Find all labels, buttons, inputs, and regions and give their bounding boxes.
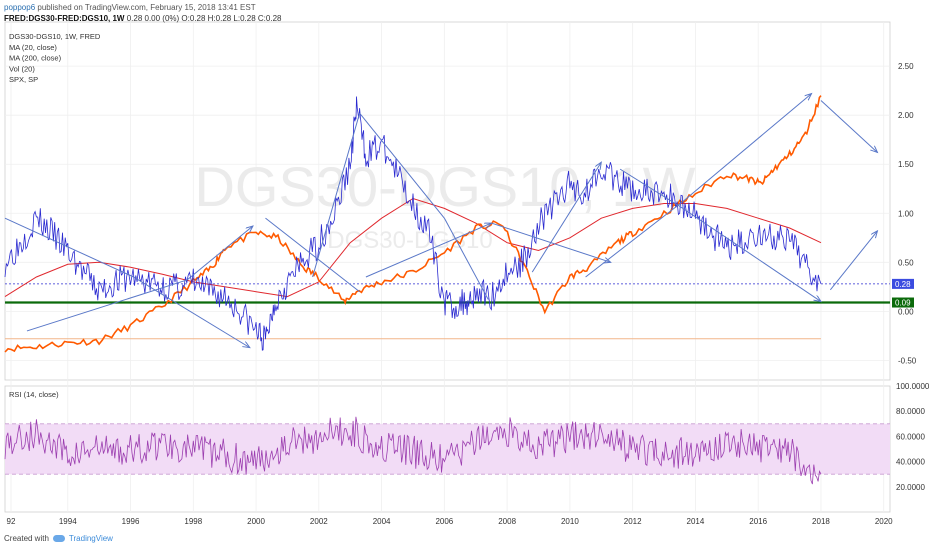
price-label-box [892, 297, 914, 308]
legend: DGS30-DGS10, 1W, FRED MA (20, close) MA (2… [9, 32, 101, 399]
x-tick-label: 2016 [749, 517, 767, 526]
x-tick-label: 2006 [435, 517, 453, 526]
trend-arrow [4, 217, 134, 278]
trend-arrow [365, 223, 492, 278]
spx-line [4, 95, 822, 353]
symbol-label[interactable]: FRED:DGS30-FRED:DGS10, 1W [4, 14, 125, 23]
price-label-text: 0.28 [895, 280, 911, 289]
trend-arrow [312, 113, 361, 278]
trend-arrow [531, 162, 601, 273]
x-tick-label: 2008 [498, 517, 516, 526]
x-tick-label: 2014 [687, 517, 705, 526]
author-link[interactable]: poppop6 [4, 3, 36, 12]
legend-entry: SPX, SP [9, 75, 38, 84]
rsi-band [5, 423, 890, 475]
rsi-y-tick-label: 80.0000 [896, 407, 925, 416]
legend-entry: MA (200, close) [9, 54, 62, 63]
trend-arrow [829, 231, 877, 291]
x-tick-label: 2002 [310, 517, 328, 526]
main-pane-frame [4, 21, 891, 381]
y-tick-label: 2.50 [898, 62, 914, 71]
y-tick-label: 2.00 [898, 111, 914, 120]
y-tick-label: -0.50 [898, 356, 917, 365]
ohlc-values: 0.28 0.00 (0%) O:0.28 H:0.28 L:0.28 C:0.… [126, 14, 282, 23]
legend-entry: MA (20, close) [9, 43, 57, 52]
trend-arrow [682, 94, 812, 202]
trend-arrow [265, 217, 360, 293]
rsi-line [4, 416, 822, 485]
x-tick-label: 1996 [122, 517, 140, 526]
watermark-main: DGS30-DGS10, 1W [194, 155, 695, 218]
x-tick-label: 2018 [812, 517, 830, 526]
watermark-sub: DGS30-DGS10 [327, 227, 492, 254]
header: poppop6 published on TradingView.com, Fe… [4, 2, 281, 24]
tradingview-cloud-icon [52, 535, 65, 542]
price-label-box [892, 278, 914, 289]
trend-arrow [820, 100, 877, 152]
x-tick-label: 2020 [875, 517, 893, 526]
tradingview-logo-text[interactable]: TradingView [68, 534, 113, 543]
trend-arrows [4, 94, 877, 348]
y-tick-label: 1.50 [898, 160, 914, 169]
trend-arrow [619, 168, 684, 209]
trend-arrow [682, 207, 821, 301]
x-tick-label: 2010 [561, 517, 579, 526]
price-label-text: 0.09 [895, 299, 911, 308]
trend-arrow [133, 276, 250, 348]
price-levels [5, 283, 890, 340]
dgs-spread-line [4, 96, 822, 351]
rsi-y-tick-label: 20.0000 [896, 483, 925, 492]
x-tick-label: 1998 [184, 517, 202, 526]
y-tick-label: 1.00 [898, 209, 914, 218]
rsi-band-fill [5, 423, 890, 475]
watermark: DGS30-DGS10, 1W DGS30-DGS10 [194, 155, 695, 254]
legend-entry: Vol (20) [9, 64, 35, 73]
x-tick-label: 2000 [247, 517, 265, 526]
y-tick-label: 0.00 [898, 307, 914, 316]
x-tick-label: 2004 [373, 517, 391, 526]
rsi-y-tick-label: 40.0000 [896, 458, 925, 467]
published-text: published on TradingView.com, February 1… [37, 3, 256, 12]
x-tick-label: 92 [7, 517, 16, 526]
trend-arrow [585, 201, 684, 278]
created-with-text: Created with [4, 534, 49, 543]
trend-arrow [186, 226, 253, 281]
trend-arrow [26, 279, 188, 332]
rsi-y-tick-label: 100.0000 [896, 382, 930, 391]
y-tick-label: 0.50 [898, 258, 914, 267]
x-tick-label: 1994 [59, 517, 77, 526]
legend-entry: DGS30-DGS10, 1W, FRED [9, 32, 101, 41]
trend-arrow [359, 112, 445, 219]
rsi-y-tick-label: 60.0000 [896, 432, 925, 441]
axes: 92 1994 1996 1998 2000 2002 2004 2006 2008 2010 20… [7, 62, 930, 526]
footer: Created with TradingView [4, 534, 113, 543]
x-tick-label: 2012 [624, 517, 642, 526]
series [4, 95, 822, 485]
trend-arrow [443, 217, 489, 300]
rsi-legend-entry: RSI (14, close) [9, 390, 59, 399]
